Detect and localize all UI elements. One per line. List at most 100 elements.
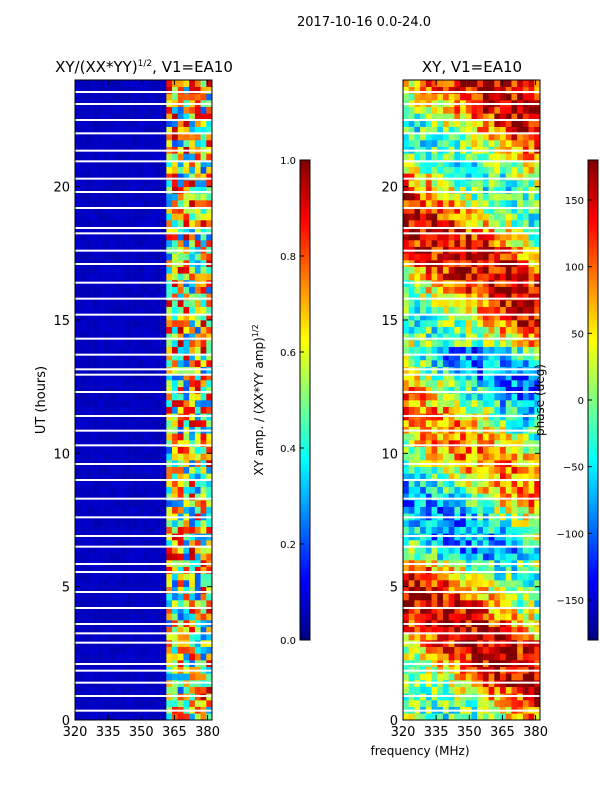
heatmap-cell <box>80 506 87 514</box>
heatmap-cell <box>403 573 410 581</box>
flagged-row <box>75 444 212 447</box>
heatmap-cell <box>500 420 507 427</box>
heatmap-cell <box>482 126 489 134</box>
heatmap-cell <box>160 233 167 241</box>
heatmap-cell <box>143 606 150 614</box>
heatmap-cell <box>494 226 501 234</box>
heatmap-cell <box>488 586 495 594</box>
heatmap-cell <box>120 486 127 494</box>
heatmap-cell <box>109 373 116 381</box>
heatmap-cell <box>465 453 472 461</box>
heatmap-cell <box>206 153 213 161</box>
heatmap-cell <box>160 220 167 227</box>
heatmap-cell <box>200 406 207 414</box>
heatmap-cell <box>92 360 99 367</box>
heatmap-cell <box>500 153 507 161</box>
heatmap-cell <box>200 433 207 441</box>
heatmap-cell <box>172 493 179 501</box>
heatmap-cell <box>465 320 472 327</box>
heatmap-cell <box>477 186 484 194</box>
heatmap-cell <box>471 633 478 641</box>
heatmap-cell <box>86 313 93 321</box>
heatmap-cell <box>189 86 196 94</box>
heatmap-cell <box>448 286 455 294</box>
heatmap-cell <box>166 493 173 501</box>
heatmap-cell <box>183 626 190 634</box>
heatmap-cell <box>206 333 213 341</box>
heatmap-cell <box>154 433 161 441</box>
heatmap-cell <box>528 173 535 181</box>
heatmap-cell <box>522 140 529 147</box>
heatmap-cell <box>442 653 449 661</box>
heatmap-cell <box>172 400 179 407</box>
heatmap-cell <box>477 653 484 661</box>
heatmap-cell <box>183 380 190 387</box>
heatmap-cell <box>75 86 82 94</box>
heatmap-cell <box>517 453 524 461</box>
heatmap-cell <box>120 393 127 401</box>
heatmap-cell <box>149 466 156 474</box>
heatmap-cell <box>534 420 541 427</box>
heatmap-cell <box>189 200 196 207</box>
heatmap-cell <box>488 626 495 634</box>
heatmap-cell <box>177 506 184 514</box>
heatmap-cell <box>494 240 501 247</box>
heatmap-cell <box>500 686 507 694</box>
heatmap-cell <box>109 453 116 461</box>
heatmap-cell <box>408 353 415 361</box>
heatmap-cell <box>442 673 449 681</box>
heatmap-cell <box>120 313 127 321</box>
heatmap-cell <box>80 153 87 161</box>
heatmap-cell <box>528 520 535 527</box>
heatmap-cell <box>200 626 207 634</box>
heatmap-cell <box>408 340 415 347</box>
heatmap-cell <box>206 273 213 281</box>
heatmap-cell <box>149 653 156 661</box>
heatmap-cell <box>177 406 184 414</box>
heatmap-cell <box>160 493 167 501</box>
heatmap-cell <box>189 380 196 387</box>
heatmap-cell <box>511 613 518 621</box>
heatmap-cell <box>482 393 489 401</box>
heatmap-cell <box>177 400 184 407</box>
flagged-row <box>403 91 540 93</box>
heatmap-cell <box>194 653 201 661</box>
heatmap-cell <box>103 480 110 487</box>
heatmap-cell <box>403 106 410 114</box>
heatmap-cell <box>465 200 472 207</box>
heatmap-cell <box>517 320 524 327</box>
heatmap-cell <box>448 686 455 694</box>
heatmap-cell <box>448 700 455 707</box>
heatmap-cell <box>143 380 150 387</box>
heatmap-cell <box>482 486 489 494</box>
heatmap-cell <box>194 700 201 707</box>
heatmap-cell <box>97 406 104 414</box>
heatmap-cell <box>425 333 432 341</box>
heatmap-cell <box>471 506 478 514</box>
heatmap-cell <box>92 113 99 121</box>
heatmap-cell <box>183 686 190 694</box>
heatmap-cell <box>500 520 507 527</box>
heatmap-cell <box>166 580 173 587</box>
heatmap-cell <box>80 300 87 307</box>
heatmap-cell <box>454 580 461 587</box>
heatmap-cell <box>109 546 116 554</box>
flagged-row <box>75 695 212 697</box>
heatmap-cell <box>420 473 427 481</box>
flagged-row <box>75 681 212 684</box>
heatmap-cell <box>414 633 421 641</box>
heatmap-cell <box>172 686 179 694</box>
heatmap-cell <box>408 553 415 561</box>
heatmap-cell <box>437 520 444 527</box>
heatmap-cell <box>206 193 213 201</box>
heatmap-cell <box>420 406 427 414</box>
heatmap-cell <box>86 226 93 234</box>
heatmap-cell <box>97 626 104 634</box>
heatmap-cell <box>511 193 518 201</box>
heatmap-cell <box>172 173 179 181</box>
heatmap-cell <box>488 240 495 247</box>
heatmap-cell <box>511 446 518 454</box>
heatmap-cell <box>137 340 144 347</box>
heatmap-cell <box>80 226 87 234</box>
amplitude-plot-frame <box>74 79 213 721</box>
